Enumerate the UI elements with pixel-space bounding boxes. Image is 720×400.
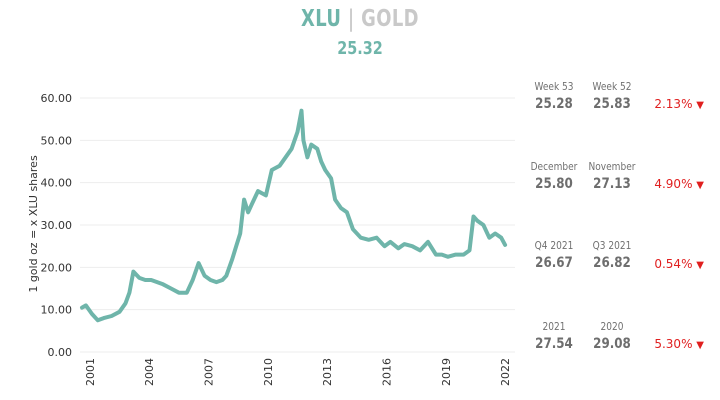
stat-label: December bbox=[530, 160, 578, 173]
stat-month-change: 4.90% ▼ bbox=[634, 177, 704, 191]
stat-week-current: Week 53 25.28 bbox=[519, 80, 589, 112]
y-axis-ticks: 0.00 10.00 20.00 30.00 40.00 50.00 60.00 bbox=[41, 92, 73, 359]
change-value: 5.30% bbox=[654, 337, 693, 351]
stat-value: 27.54 bbox=[535, 336, 573, 352]
x-tick-label: 2010 bbox=[262, 358, 275, 386]
y-tick-label: 0.00 bbox=[48, 346, 73, 359]
stat-week-change: 2.13% ▼ bbox=[634, 97, 704, 111]
down-arrow-icon: ▼ bbox=[696, 260, 704, 271]
chart-title: XLU | GOLD bbox=[79, 6, 641, 32]
y-tick-label: 50.00 bbox=[41, 134, 73, 147]
y-tick-label: 10.00 bbox=[41, 304, 73, 317]
ticker-b: GOLD bbox=[361, 6, 419, 32]
x-tick-label: 2016 bbox=[380, 358, 393, 386]
x-tick-label: 2007 bbox=[203, 358, 216, 386]
series-group bbox=[80, 108, 508, 323]
stat-value: 26.82 bbox=[593, 255, 631, 271]
stat-label: Q3 2021 bbox=[592, 239, 632, 252]
stat-year-change: 5.30% ▼ bbox=[634, 337, 704, 351]
x-tick-label: 2004 bbox=[143, 358, 156, 386]
stat-value: 26.67 bbox=[535, 255, 573, 271]
stat-value: 27.13 bbox=[593, 176, 631, 192]
change-value: 0.54% bbox=[654, 257, 693, 271]
stat-value: 29.08 bbox=[593, 336, 631, 352]
stat-quarter-previous: Q3 2021 26.82 bbox=[577, 239, 647, 271]
stat-quarter-change: 0.54% ▼ bbox=[634, 257, 704, 271]
stat-label: Week 53 bbox=[534, 80, 574, 93]
y-tick-label: 30.00 bbox=[41, 219, 73, 232]
series-line bbox=[80, 108, 508, 323]
x-tick-label: 2013 bbox=[321, 358, 334, 386]
stat-month-previous: November 27.13 bbox=[577, 160, 647, 192]
stat-label: 2021 bbox=[542, 320, 566, 333]
down-arrow-icon: ▼ bbox=[696, 340, 704, 351]
stat-label: 2020 bbox=[600, 320, 624, 333]
title-separator: | bbox=[348, 6, 355, 32]
stat-quarter-current: Q4 2021 26.67 bbox=[519, 239, 589, 271]
y-tick-label: 40.00 bbox=[41, 177, 73, 190]
x-tick-label: 2022 bbox=[499, 358, 512, 386]
stat-value: 25.80 bbox=[535, 176, 573, 192]
y-tick-label: 20.00 bbox=[41, 261, 73, 274]
x-tick-label: 2001 bbox=[84, 358, 97, 386]
down-arrow-icon: ▼ bbox=[696, 180, 704, 191]
change-value: 4.90% bbox=[654, 177, 693, 191]
stat-year-previous: 2020 29.08 bbox=[577, 320, 647, 352]
stat-week-previous: Week 52 25.83 bbox=[577, 80, 647, 112]
stat-value: 25.28 bbox=[535, 96, 573, 112]
stat-month-current: December 25.80 bbox=[519, 160, 589, 192]
stat-value: 25.83 bbox=[593, 96, 631, 112]
down-arrow-icon: ▼ bbox=[696, 100, 704, 111]
current-ratio: 25.32 bbox=[337, 38, 383, 59]
stat-label: Week 52 bbox=[592, 80, 632, 93]
x-axis-ticks: 2001 2004 2007 2010 2013 2016 2019 2022 bbox=[84, 358, 512, 386]
ticker-a: XLU bbox=[301, 6, 342, 32]
x-tick-label: 2019 bbox=[440, 358, 453, 386]
stat-label: November bbox=[588, 160, 636, 173]
grid-lines bbox=[80, 97, 515, 353]
stat-label: Q4 2021 bbox=[534, 239, 574, 252]
y-axis-label: 1 gold oz = x XLU shares bbox=[27, 155, 40, 293]
y-tick-label: 60.00 bbox=[41, 92, 73, 105]
stat-year-current: 2021 27.54 bbox=[519, 320, 589, 352]
change-value: 2.13% bbox=[654, 97, 693, 111]
